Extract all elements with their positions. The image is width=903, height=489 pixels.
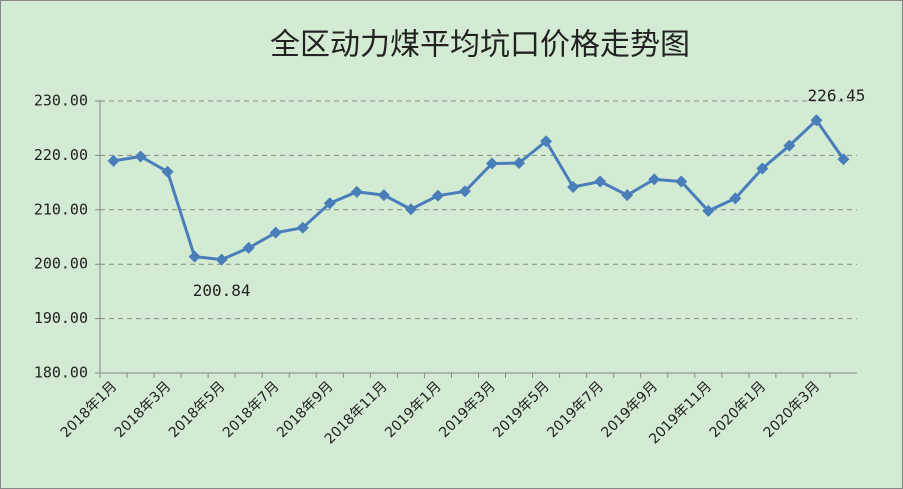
- marker: [783, 139, 796, 152]
- marker: [567, 180, 580, 193]
- y-tick-label: 200.00: [34, 255, 88, 273]
- marker: [107, 154, 120, 167]
- marker: [513, 157, 526, 170]
- marker: [350, 185, 363, 198]
- marker: [756, 162, 769, 175]
- y-tick-label: 180.00: [34, 364, 88, 382]
- marker: [377, 189, 390, 202]
- y-tick-label: 190.00: [34, 309, 88, 327]
- marker: [431, 189, 444, 202]
- marker: [621, 189, 634, 202]
- chart-title: 全区动力煤平均坑口价格走势图: [270, 28, 690, 63]
- marker: [837, 153, 850, 166]
- marker: [702, 204, 715, 217]
- marker: [161, 165, 174, 178]
- marker: [296, 221, 309, 234]
- marker: [810, 114, 823, 127]
- marker: [540, 135, 553, 148]
- marker: [215, 253, 228, 266]
- marker: [729, 192, 742, 205]
- marker: [242, 241, 255, 254]
- marker: [594, 175, 607, 188]
- marker: [458, 185, 471, 198]
- y-tick-label: 230.00: [34, 92, 88, 110]
- marker: [486, 157, 499, 170]
- line: [113, 118, 845, 262]
- y-tick-label: 220.00: [34, 146, 88, 164]
- marker: [188, 250, 201, 263]
- marker: [269, 226, 282, 239]
- marker: [648, 173, 661, 186]
- data-label: 200.84: [193, 281, 251, 300]
- y-tick-label: 210.00: [34, 200, 88, 218]
- marker: [675, 175, 688, 188]
- data-label: 226.45: [808, 86, 866, 105]
- marker: [323, 197, 336, 210]
- marker: [404, 203, 417, 216]
- marker: [134, 150, 147, 163]
